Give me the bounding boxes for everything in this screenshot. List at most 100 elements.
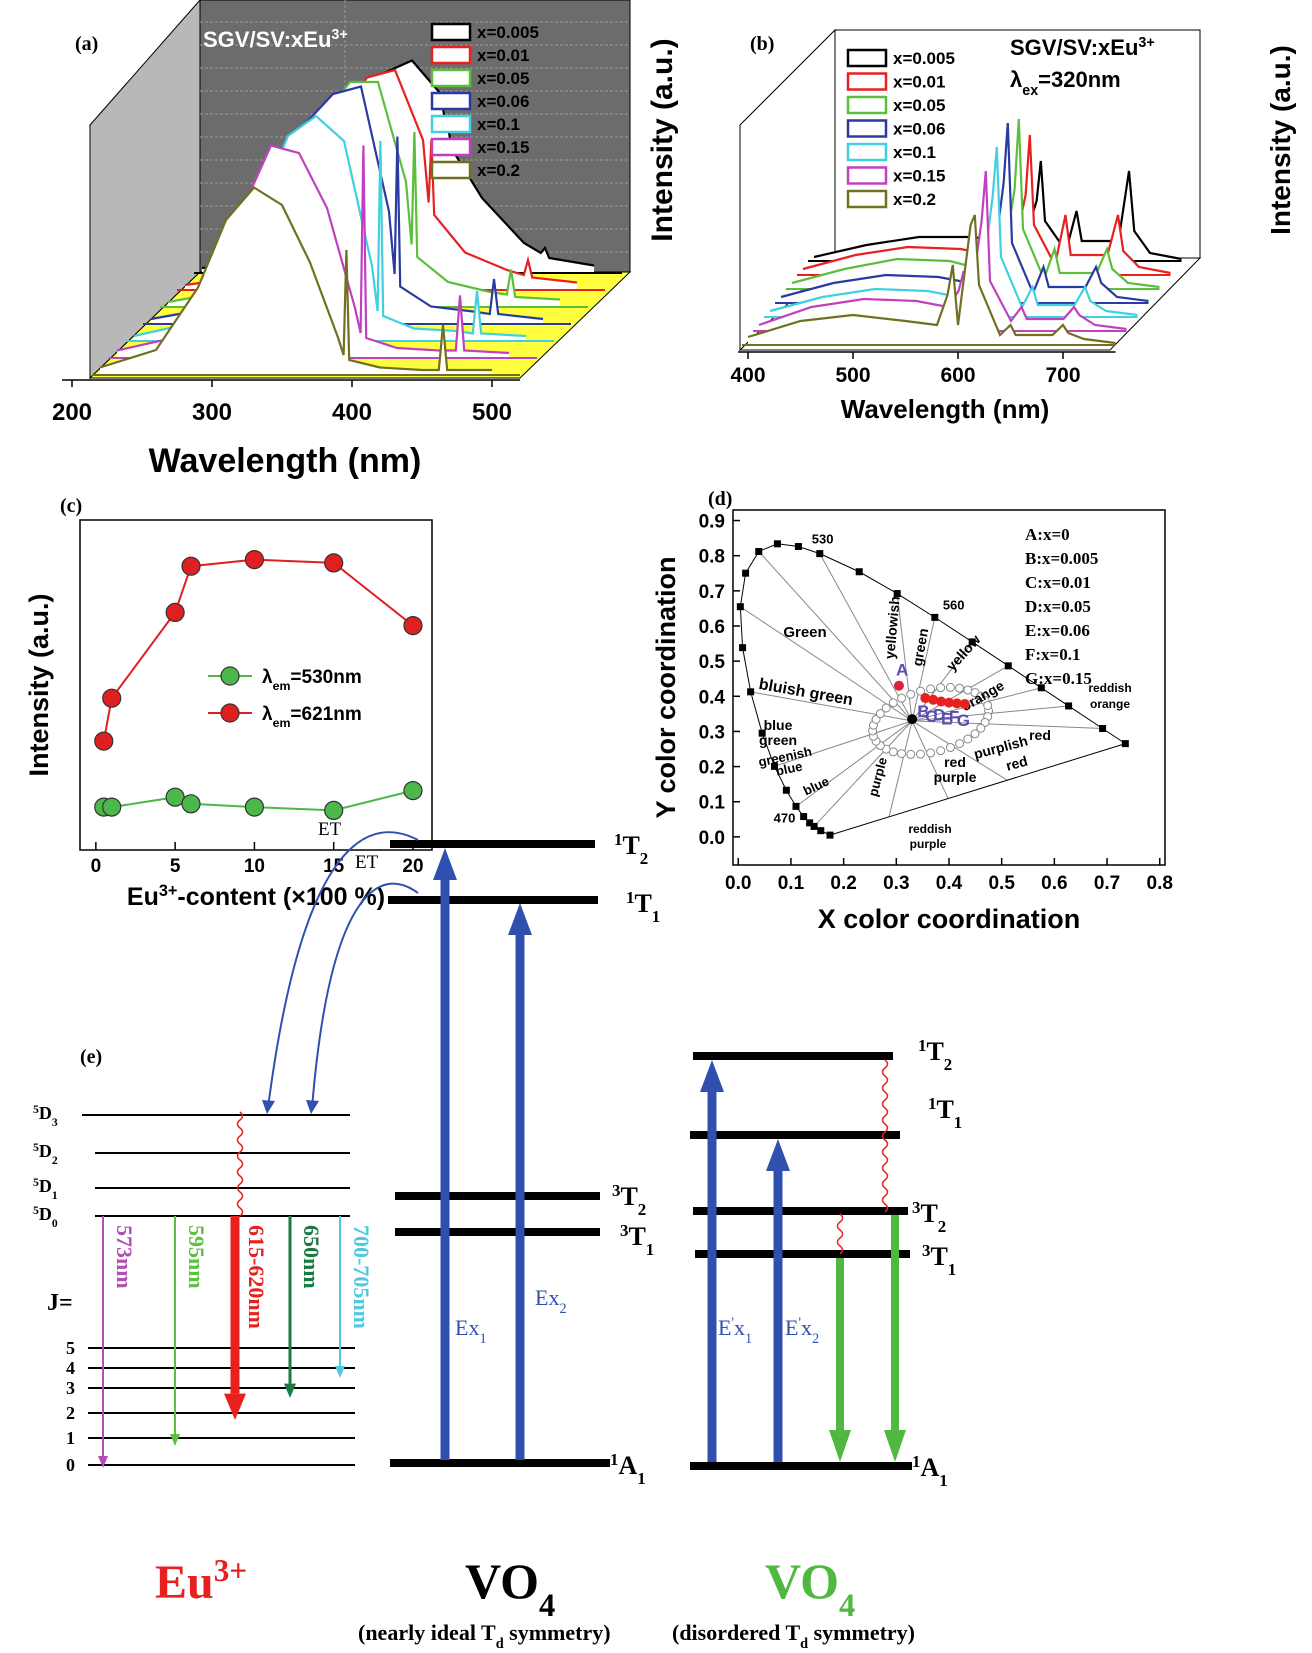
y-tick-label: 0.3 (699, 722, 725, 743)
region-label: red (944, 754, 966, 770)
data-point (244, 797, 265, 817)
spectrum-line (769, 146, 1138, 317)
text-part: 1 (479, 1331, 486, 1347)
locus-label: 530 (812, 532, 834, 547)
ellipse-dot (955, 739, 965, 749)
arrow-head (306, 1100, 319, 1114)
locus-point (747, 688, 755, 696)
x-tick-label: 20 (402, 856, 423, 877)
region-line (911, 720, 1008, 781)
arrow-head (335, 1366, 345, 1378)
legend-swatch (430, 22, 472, 42)
text-part: 5 (33, 1103, 39, 1116)
legend-label: A:x=0 (1025, 525, 1070, 544)
locus-label: 470 (774, 811, 796, 826)
x-tick-label: 0.1 (778, 873, 805, 894)
ellipse-dot (881, 703, 891, 713)
point-label: B (917, 702, 929, 721)
legend-label: x=0.01 (477, 46, 529, 65)
x-tick-label: 0.8 (1147, 873, 1173, 894)
region-label: green (909, 627, 931, 667)
text-part: 1 (918, 1036, 926, 1055)
locus-point (1065, 702, 1073, 710)
ellipse-dot (875, 709, 885, 719)
text-part: T (628, 1222, 645, 1251)
x-tick-label: 700 (1045, 364, 1080, 387)
text-part: 1 (637, 1469, 645, 1488)
text-part: d (496, 1636, 504, 1652)
legend-swatch (430, 114, 472, 134)
spectrum-line (99, 186, 492, 372)
transition-label: 573nm (112, 1225, 137, 1289)
nonradiative (236, 1111, 244, 1217)
level-label: 1T1 (928, 1094, 962, 1132)
locus-point (1121, 740, 1129, 748)
legend-label: x=0.1 (477, 115, 520, 134)
data-point (244, 549, 265, 570)
region-line (819, 553, 913, 722)
text-part: 1 (928, 1094, 936, 1113)
text-part: 2 (640, 849, 648, 868)
curve-fill (100, 187, 492, 375)
ellipse-dot (906, 689, 916, 699)
legend-swatch (846, 95, 888, 115)
text-part: T (920, 1199, 937, 1228)
locus-point (816, 550, 824, 558)
chart-title: SGV/SV:xEu3+ (203, 27, 348, 52)
text-part: 3 (912, 1198, 920, 1217)
y-axis-label: Intensity (a.u.) (646, 38, 679, 241)
legend-swatch (846, 142, 888, 162)
nonradiative (881, 1059, 889, 1213)
text-part: ' (798, 1315, 801, 1331)
caption: (nearly ideal Td symmetry) (358, 1620, 611, 1652)
locus-point (968, 638, 976, 646)
transition-label: 700-705nm (349, 1225, 374, 1329)
arrow-head (884, 1430, 906, 1462)
ellipse-dot (926, 684, 936, 694)
legend-swatch (430, 137, 472, 157)
level-label: 1A1 (912, 1452, 948, 1490)
j-number: 3 (66, 1378, 75, 1398)
excitation-label: E'x1 (718, 1315, 752, 1347)
text-part: em (273, 716, 291, 730)
legend-label: x=0.1 (893, 143, 936, 162)
text-part: 2 (52, 1154, 58, 1167)
ellipse-dot (936, 683, 946, 693)
x-axis-label: X color coordination (818, 904, 1081, 934)
spectrum-line (791, 118, 1160, 289)
region-label: blue (764, 717, 793, 733)
region-line (912, 720, 1103, 730)
locus-point (742, 569, 750, 577)
text-part: 2 (812, 1331, 819, 1347)
y-tick-label: 0.9 (699, 512, 725, 533)
legend-marker (220, 666, 240, 686)
et-label: ET (355, 852, 379, 873)
region-label: yellowish (881, 595, 902, 659)
x-tick-label: 300 (192, 399, 232, 426)
level-label: 5D1 (33, 1176, 58, 1202)
series-line (102, 558, 414, 742)
data-point (181, 556, 201, 576)
region-label: red (1004, 753, 1029, 774)
region-line (911, 641, 973, 722)
text-part: 5 (33, 1176, 39, 1189)
text-part: -content (×100 %) (177, 883, 385, 911)
y-tick-label: 0.0 (699, 828, 725, 849)
text-part: D (39, 1141, 52, 1161)
x-axis-label: Wavelength (nm) (841, 394, 1049, 424)
text-part: (disordered T (672, 1620, 800, 1645)
chart-subtitle: λex=320nm (1010, 67, 1121, 99)
legend-label: x=0.15 (893, 167, 945, 186)
ellipse-dot (897, 749, 907, 759)
x-tick-label: 400 (730, 364, 765, 387)
legend-label: x=0.06 (477, 92, 529, 111)
y-axis-label: Intensity (a.u.) (1265, 45, 1296, 235)
text-part: λ (1010, 67, 1022, 92)
text-part: d (800, 1636, 808, 1652)
sample-point (920, 693, 931, 704)
locus-point (758, 729, 766, 737)
arrow-head (284, 1383, 296, 1398)
arrow-head (224, 1393, 246, 1420)
text-part: x (734, 1315, 745, 1340)
region-label: reddish (908, 822, 951, 836)
